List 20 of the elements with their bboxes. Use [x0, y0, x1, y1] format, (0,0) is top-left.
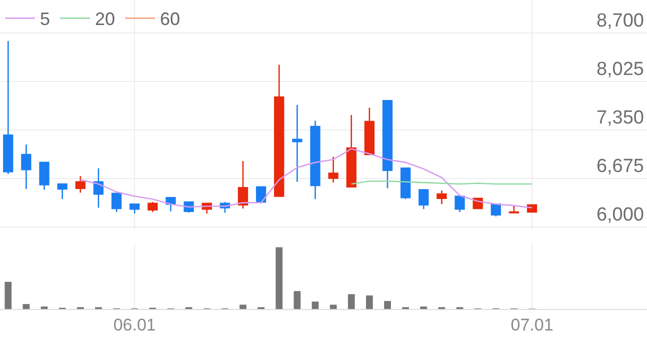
bar — [276, 247, 283, 309]
x-tick-label: 06.01 — [113, 315, 156, 334]
bar — [366, 295, 373, 309]
legend-label: 60 — [160, 9, 180, 30]
bar — [240, 304, 246, 309]
y-tick-label: 6,000 — [596, 204, 644, 226]
bar — [294, 291, 301, 309]
bar — [348, 294, 355, 309]
bar — [4, 282, 12, 309]
legend-label: 5 — [40, 9, 50, 30]
bar — [312, 302, 319, 309]
y-tick-label: 8,700 — [596, 10, 644, 32]
y-tick-label: 7,350 — [596, 107, 644, 128]
bar — [22, 304, 30, 309]
y-tick-label: 6,675 — [596, 156, 644, 177]
bar — [330, 304, 337, 309]
legend-label: 20 — [95, 9, 116, 30]
bar — [384, 300, 391, 309]
x-tick-label: 07.01 — [510, 315, 554, 334]
y-tick-label: 8,025 — [596, 58, 644, 80]
